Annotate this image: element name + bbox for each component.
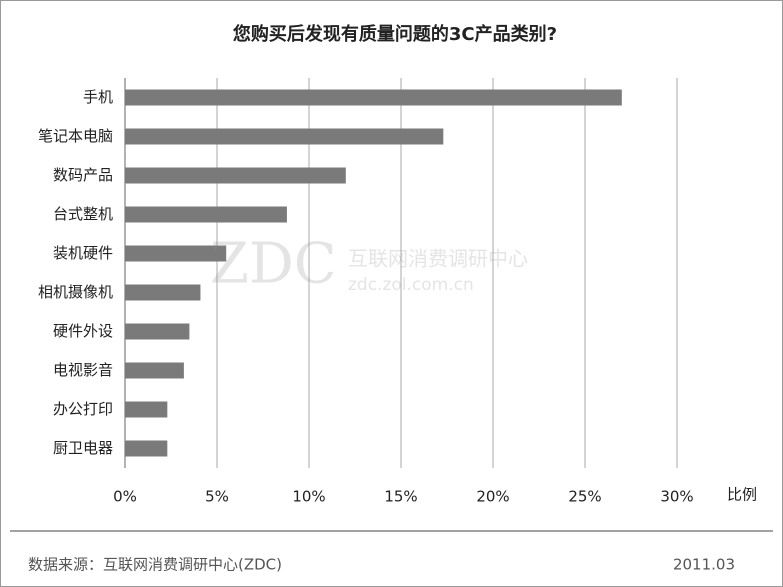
footer-date: 2011.03 [673, 556, 735, 574]
x-tick-label: 15% [384, 488, 417, 506]
bar [125, 245, 227, 262]
y-tick-label: 数码产品 [53, 166, 113, 184]
y-tick-label: 电视影音 [53, 361, 113, 379]
x-axis-label: 比例 [727, 486, 757, 504]
x-tick-label: 25% [568, 488, 601, 506]
watermark-logo: ZDC [210, 232, 337, 297]
watermark-url: zdc.zol.com.cn [348, 275, 474, 295]
bar [125, 284, 201, 301]
y-tick-label: 硬件外设 [53, 322, 113, 340]
bar [125, 89, 622, 106]
bar [125, 362, 184, 379]
bar [125, 206, 287, 223]
watermark-name: 互联网消费调研中心 [348, 247, 528, 271]
y-tick-label: 厨卫电器 [53, 439, 113, 457]
footer-source: 数据来源：互联网消费调研中心(ZDC) [28, 556, 282, 574]
y-tick-label: 办公打印 [53, 400, 113, 418]
y-tick-label: 笔记本电脑 [38, 127, 113, 145]
x-tick-label: 5% [205, 488, 229, 506]
bar [125, 401, 168, 418]
x-tick-label: 0% [113, 488, 137, 506]
chart-title: 您购买后发现有质量问题的3C产品类别? [233, 23, 557, 45]
y-tick-label: 台式整机 [53, 205, 113, 223]
y-tick-label: 手机 [83, 88, 113, 106]
y-tick-label: 装机硬件 [53, 244, 113, 262]
watermark: ZDC 互联网消费调研中心 zdc.zol.com.cn [210, 232, 528, 297]
bar [125, 167, 346, 184]
x-tick-label: 10% [292, 488, 325, 506]
x-tick-label: 20% [476, 488, 509, 506]
bar [125, 440, 168, 457]
y-tick-label: 相机摄像机 [38, 283, 113, 301]
bar [125, 128, 444, 145]
x-tick-label: 30% [660, 488, 693, 506]
bar [125, 323, 190, 340]
